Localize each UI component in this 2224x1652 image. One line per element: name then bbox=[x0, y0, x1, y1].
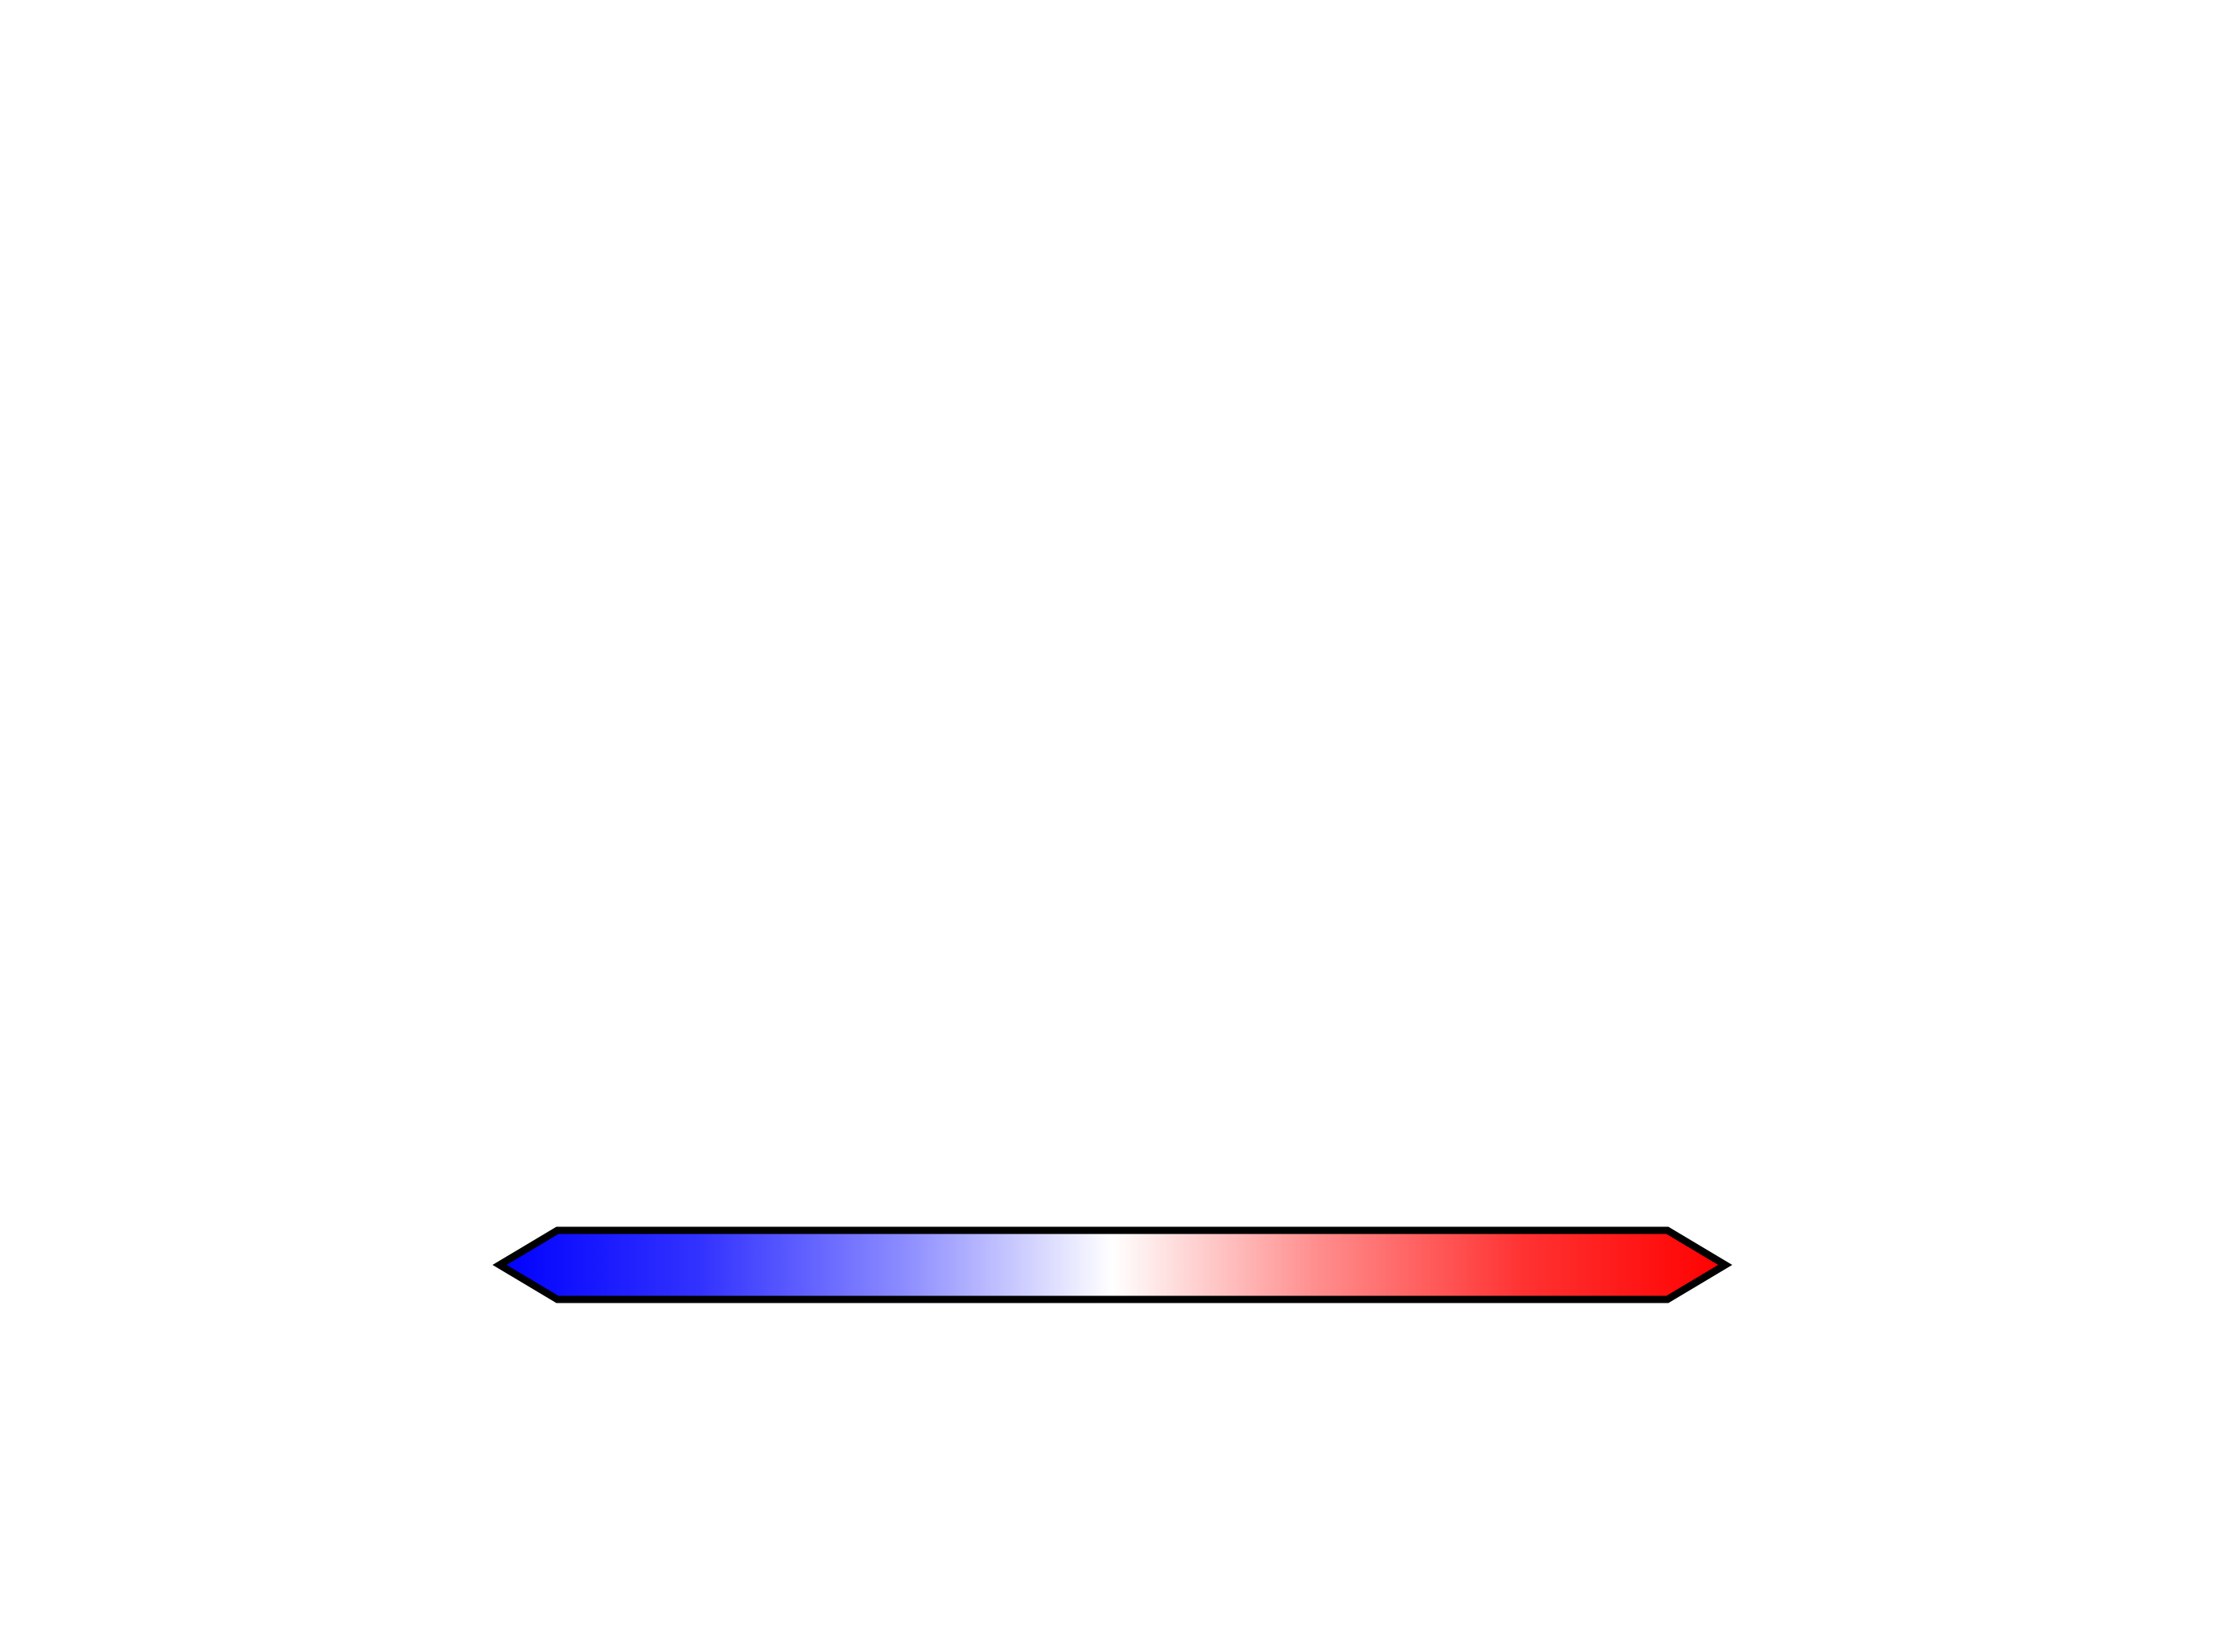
map-panel bbox=[47, 66, 1733, 1166]
colorbar bbox=[482, 1221, 1743, 1381]
colorbar-body bbox=[492, 1226, 1732, 1303]
colorbar-gradient bbox=[492, 1226, 1732, 1303]
anomaly-map bbox=[47, 66, 1733, 1166]
